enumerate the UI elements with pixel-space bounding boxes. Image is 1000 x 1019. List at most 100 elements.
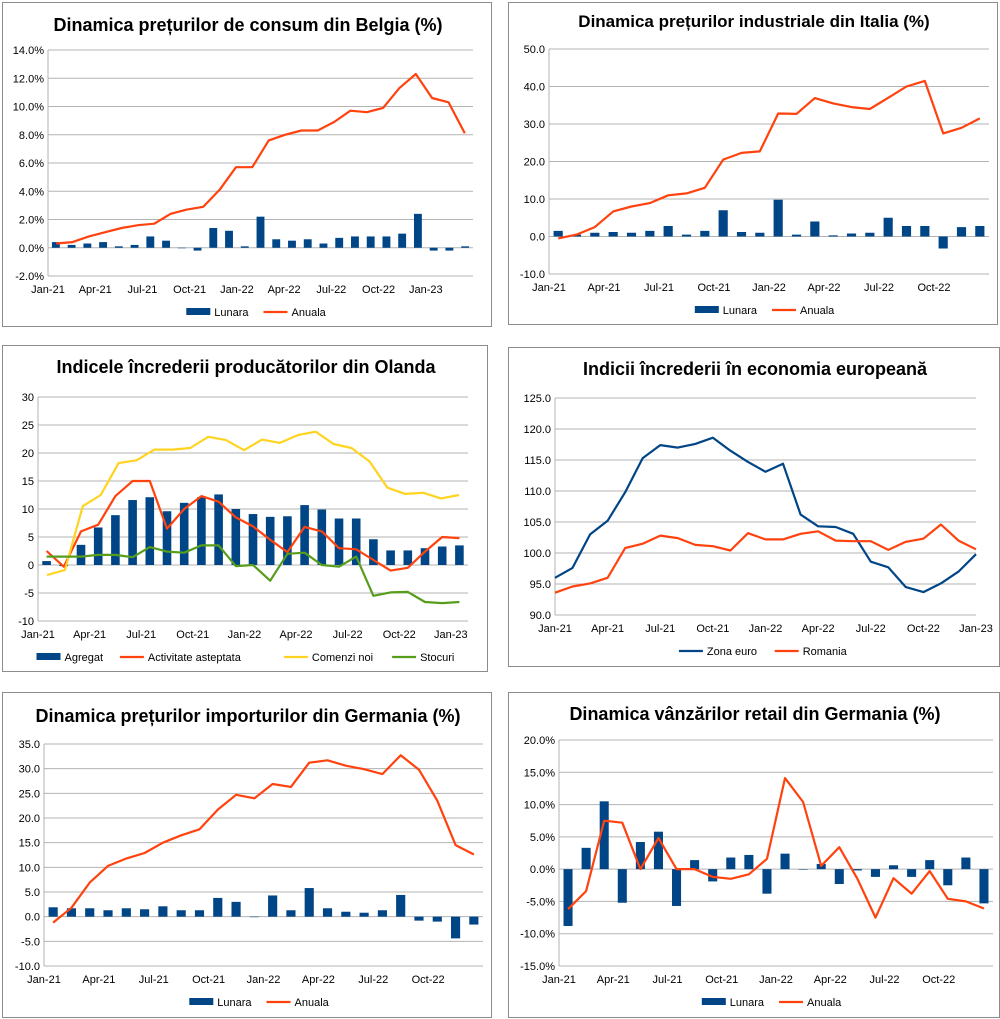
bar [341,911,351,917]
bar [599,801,609,870]
x-tick-label: Oct-21 [705,974,738,986]
x-tick-label: Jul-21 [126,629,156,641]
legend-label: Stocuri [420,652,454,664]
legend-label: Romania [803,646,848,658]
y-tick-label: 12.0% [13,73,44,85]
y-tick-label: 10.0 [19,862,40,874]
y-tick-label: 90.0 [530,610,551,622]
bar [335,237,344,248]
x-tick-label: Jul-21 [653,974,683,986]
bar [455,545,464,565]
bar [130,244,139,248]
bar [303,239,312,248]
x-tick-label: Jan-22 [752,282,786,294]
bar [852,869,862,871]
x-tick-label: Jan-22 [220,284,254,296]
bar [461,246,470,248]
bar [398,233,407,248]
bar [938,236,948,249]
bar [351,236,359,248]
bar [663,226,673,237]
bar [762,869,772,894]
bar [943,869,953,886]
legend-label: Comenzi noi [312,652,373,664]
legend-label: Anuala [292,307,327,319]
bar [193,247,202,251]
legend-label: Anuala [295,997,330,1009]
bar [810,221,820,237]
y-tick-label: 120.0 [523,424,551,436]
bar [961,857,971,870]
chart-title: Dinamica prețurilor industriale din Ital… [578,12,929,31]
y-tick-label: 25 [22,420,34,432]
y-tick-label: 6.0% [19,158,44,170]
bar [653,831,663,870]
y-tick-label: 20.0% [524,735,555,747]
x-tick-label: Apr-21 [73,629,106,641]
series-line [56,72,466,245]
series-line [567,776,985,919]
x-tick-label: Jul-21 [645,623,675,635]
x-tick-label: Oct-22 [362,284,395,296]
bar [608,232,618,237]
bar [176,910,186,917]
x-tick-label: Jan-23 [434,629,468,641]
y-tick-label: 0.0 [25,912,40,924]
bar [773,199,783,237]
y-tick-label: 20.0 [524,157,545,169]
bar [889,865,899,870]
y-tick-label: 95.0 [530,579,551,591]
bar [755,232,765,237]
series-line [554,523,977,594]
bar [272,239,281,248]
y-tick-label: 10.0 [524,194,545,206]
legend-label: Agregat [65,652,104,664]
bar [42,561,51,565]
chart-panel-belgia: Dinamica prețurilor de consum din Belgia… [2,2,492,327]
y-tick-label: 40.0 [524,82,545,94]
y-tick-label: 8.0% [19,130,44,142]
chart-svg-belgia: Dinamica prețurilor de consum din Belgia… [13,15,473,319]
x-tick-label: Oct-21 [697,282,730,294]
bar [626,232,637,237]
bar [304,888,314,917]
y-tick-label: 0.0 [530,232,545,244]
y-tick-label: -5.0% [526,896,555,908]
bar [214,494,223,565]
series-line [46,544,460,605]
bar [700,230,710,237]
bar [146,236,155,248]
x-tick-label: Jul-22 [333,629,363,641]
legend-swatch [189,998,214,1005]
bar [726,857,736,870]
bar [736,232,747,237]
chart-svg-retail-germania: Dinamica vânzărilor retail din Germania … [520,704,993,1009]
legend-label: Zona euro [707,646,757,658]
x-tick-label: Oct-21 [173,284,206,296]
bar [846,233,857,237]
y-tick-label: 10 [22,504,34,516]
bar [140,909,150,917]
legend-label: Lunara [730,997,765,1009]
bar [322,908,333,917]
bar [979,869,989,904]
series-line [52,754,475,924]
legend-swatch [186,308,211,315]
bar [907,869,917,877]
bar [414,916,424,921]
bar [828,235,838,237]
x-tick-label: Jul-21 [127,284,157,296]
x-tick-label: Jan-21 [538,623,572,635]
x-tick-label: Apr-22 [807,282,840,294]
bar [93,527,103,565]
bar [240,246,249,248]
chart-panel-europa: Indicii încrederii în economia europeană… [508,347,1000,667]
series-line [46,430,460,577]
y-tick-label: 15.0% [524,767,555,779]
bar [334,518,344,565]
legend-label: Anuala [807,997,842,1009]
bar [197,497,206,565]
y-tick-label: 10.0% [524,800,555,812]
legend-swatch [36,653,61,660]
x-tick-label: Apr-22 [802,623,835,635]
